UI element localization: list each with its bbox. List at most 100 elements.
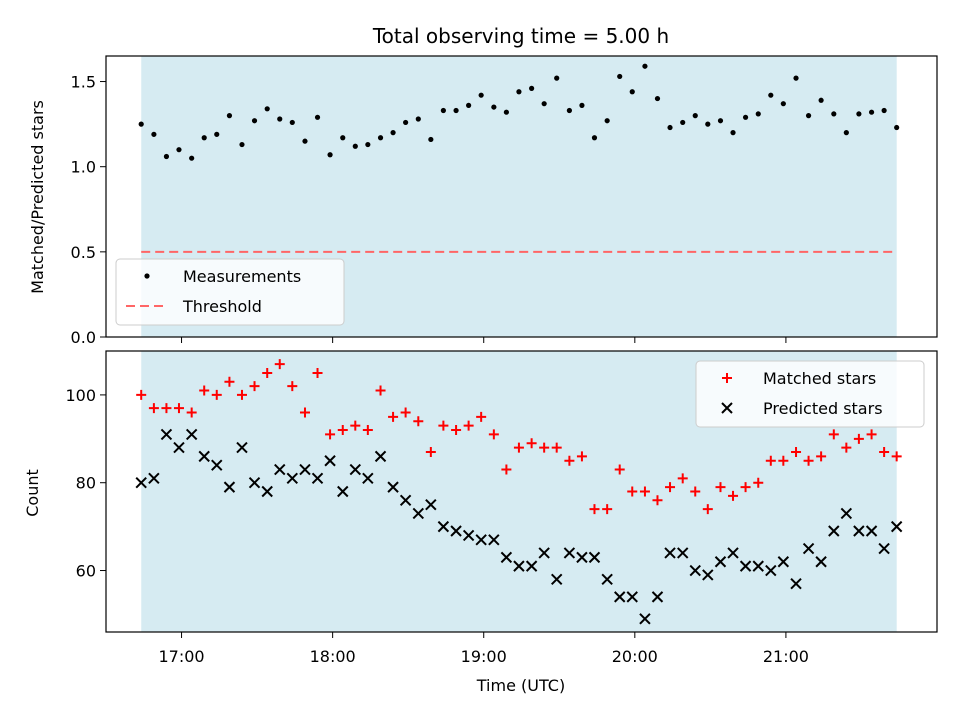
measurement-point [730, 130, 736, 136]
measurement-point [491, 104, 497, 110]
measurement-point [742, 114, 749, 120]
matched-star-point [463, 420, 474, 431]
matched-star-point [778, 455, 789, 466]
predicted-star-point [878, 542, 890, 555]
matched-star-point [828, 429, 839, 440]
measurement-point [541, 101, 547, 107]
predicted-star-point [236, 441, 248, 454]
predicted-star-point [311, 472, 324, 485]
measurement-point [818, 97, 824, 103]
matched-star-point [249, 381, 260, 392]
measurement-point [642, 63, 648, 69]
matched-star-point [665, 482, 676, 493]
matched-star-point [652, 495, 663, 506]
predicted-star-point [362, 472, 374, 485]
predicted-star-point [752, 560, 764, 572]
measurement-point [894, 124, 900, 131]
bottom-panel: 60 80 100 17:00 18:00 19:00 20:00 21:00 Matched … [65, 350, 938, 666]
predicted-star-point [374, 450, 387, 463]
predicted-star-point [790, 577, 802, 590]
matched-star-point [161, 403, 172, 414]
measurement-point [440, 107, 446, 114]
matched-star-point [891, 451, 902, 462]
matched-star-point [879, 446, 890, 457]
matched-star-point [173, 403, 184, 414]
matched-star-point [639, 486, 650, 497]
matched-star-point [564, 455, 575, 466]
predicted-star-point [185, 428, 198, 441]
predicted-star-point [651, 591, 664, 603]
matched-star-point [312, 367, 323, 378]
measurement-point [239, 141, 245, 148]
measurement-point [667, 124, 673, 131]
legend-label: Threshold [182, 297, 262, 316]
predicted-star-point [286, 472, 299, 485]
matched-star-point [841, 442, 852, 453]
matched-star-point [262, 367, 273, 378]
measurement-point [868, 109, 875, 115]
measurement-point [780, 101, 786, 107]
matched-star-point [803, 455, 814, 466]
predicted-star-point [702, 569, 714, 581]
predicted-star-point [588, 551, 601, 564]
matched-star-point [211, 389, 222, 400]
measurement-point [189, 155, 195, 161]
measurement-point [377, 135, 384, 141]
y-tick-label: 60 [76, 562, 96, 581]
predicted-star-point [626, 591, 638, 603]
measurement-point [617, 73, 623, 80]
predicted-star-point [513, 560, 525, 572]
top-y-axis-label: Matched/Predicted stars [28, 100, 47, 294]
matched-star-point [224, 376, 235, 387]
measurement-point [566, 107, 572, 114]
matched-star-point [690, 486, 701, 497]
predicted-star-point [525, 560, 538, 572]
measurement-point [289, 119, 295, 126]
measurement-point [264, 106, 270, 112]
matched-star-point [627, 486, 638, 497]
measurement-point [466, 102, 472, 108]
measurement-point [403, 119, 409, 126]
measurement-point [629, 89, 635, 95]
predicted-star-point [198, 450, 210, 463]
series-matched-stars [136, 359, 902, 515]
measurement-point [604, 118, 610, 124]
predicted-star-point [714, 556, 727, 568]
measurement-point [755, 111, 761, 117]
legend-box [115, 258, 345, 326]
matched-star-point [539, 442, 550, 453]
measurement-point [415, 116, 421, 122]
matched-star-point [702, 504, 713, 515]
measurement-point [138, 121, 144, 127]
predicted-star-point [488, 534, 500, 546]
measurement-point [579, 102, 585, 108]
measurement-point [654, 95, 661, 102]
matched-star-point [274, 359, 285, 370]
matched-star-point [853, 433, 864, 444]
measurement-point [428, 136, 434, 143]
measurement-point [554, 75, 560, 81]
measurement-point [302, 138, 308, 144]
predicted-star-point [349, 463, 362, 476]
matched-star-point [614, 464, 625, 475]
predicted-star-point [664, 547, 676, 559]
measurement-point [176, 147, 182, 153]
legend-box [695, 360, 925, 428]
measurement-point [768, 92, 774, 98]
predicted-star-point [576, 551, 588, 564]
x-tick-label: 19:00 [461, 647, 507, 666]
matched-star-point [791, 446, 802, 457]
matched-star-point [400, 407, 411, 418]
predicted-star-point [538, 547, 550, 559]
measurement-point [831, 111, 837, 117]
legend-matched-swatch [722, 373, 732, 383]
measurement-point [881, 107, 887, 114]
matched-star-point [765, 455, 776, 466]
predicted-star-point [148, 472, 160, 485]
predicted-star-point [865, 525, 878, 537]
legend-label: Predicted stars [763, 399, 883, 418]
matched-star-point [199, 385, 210, 396]
legend-predicted-swatch [721, 402, 733, 414]
predicted-star-point [135, 477, 147, 489]
